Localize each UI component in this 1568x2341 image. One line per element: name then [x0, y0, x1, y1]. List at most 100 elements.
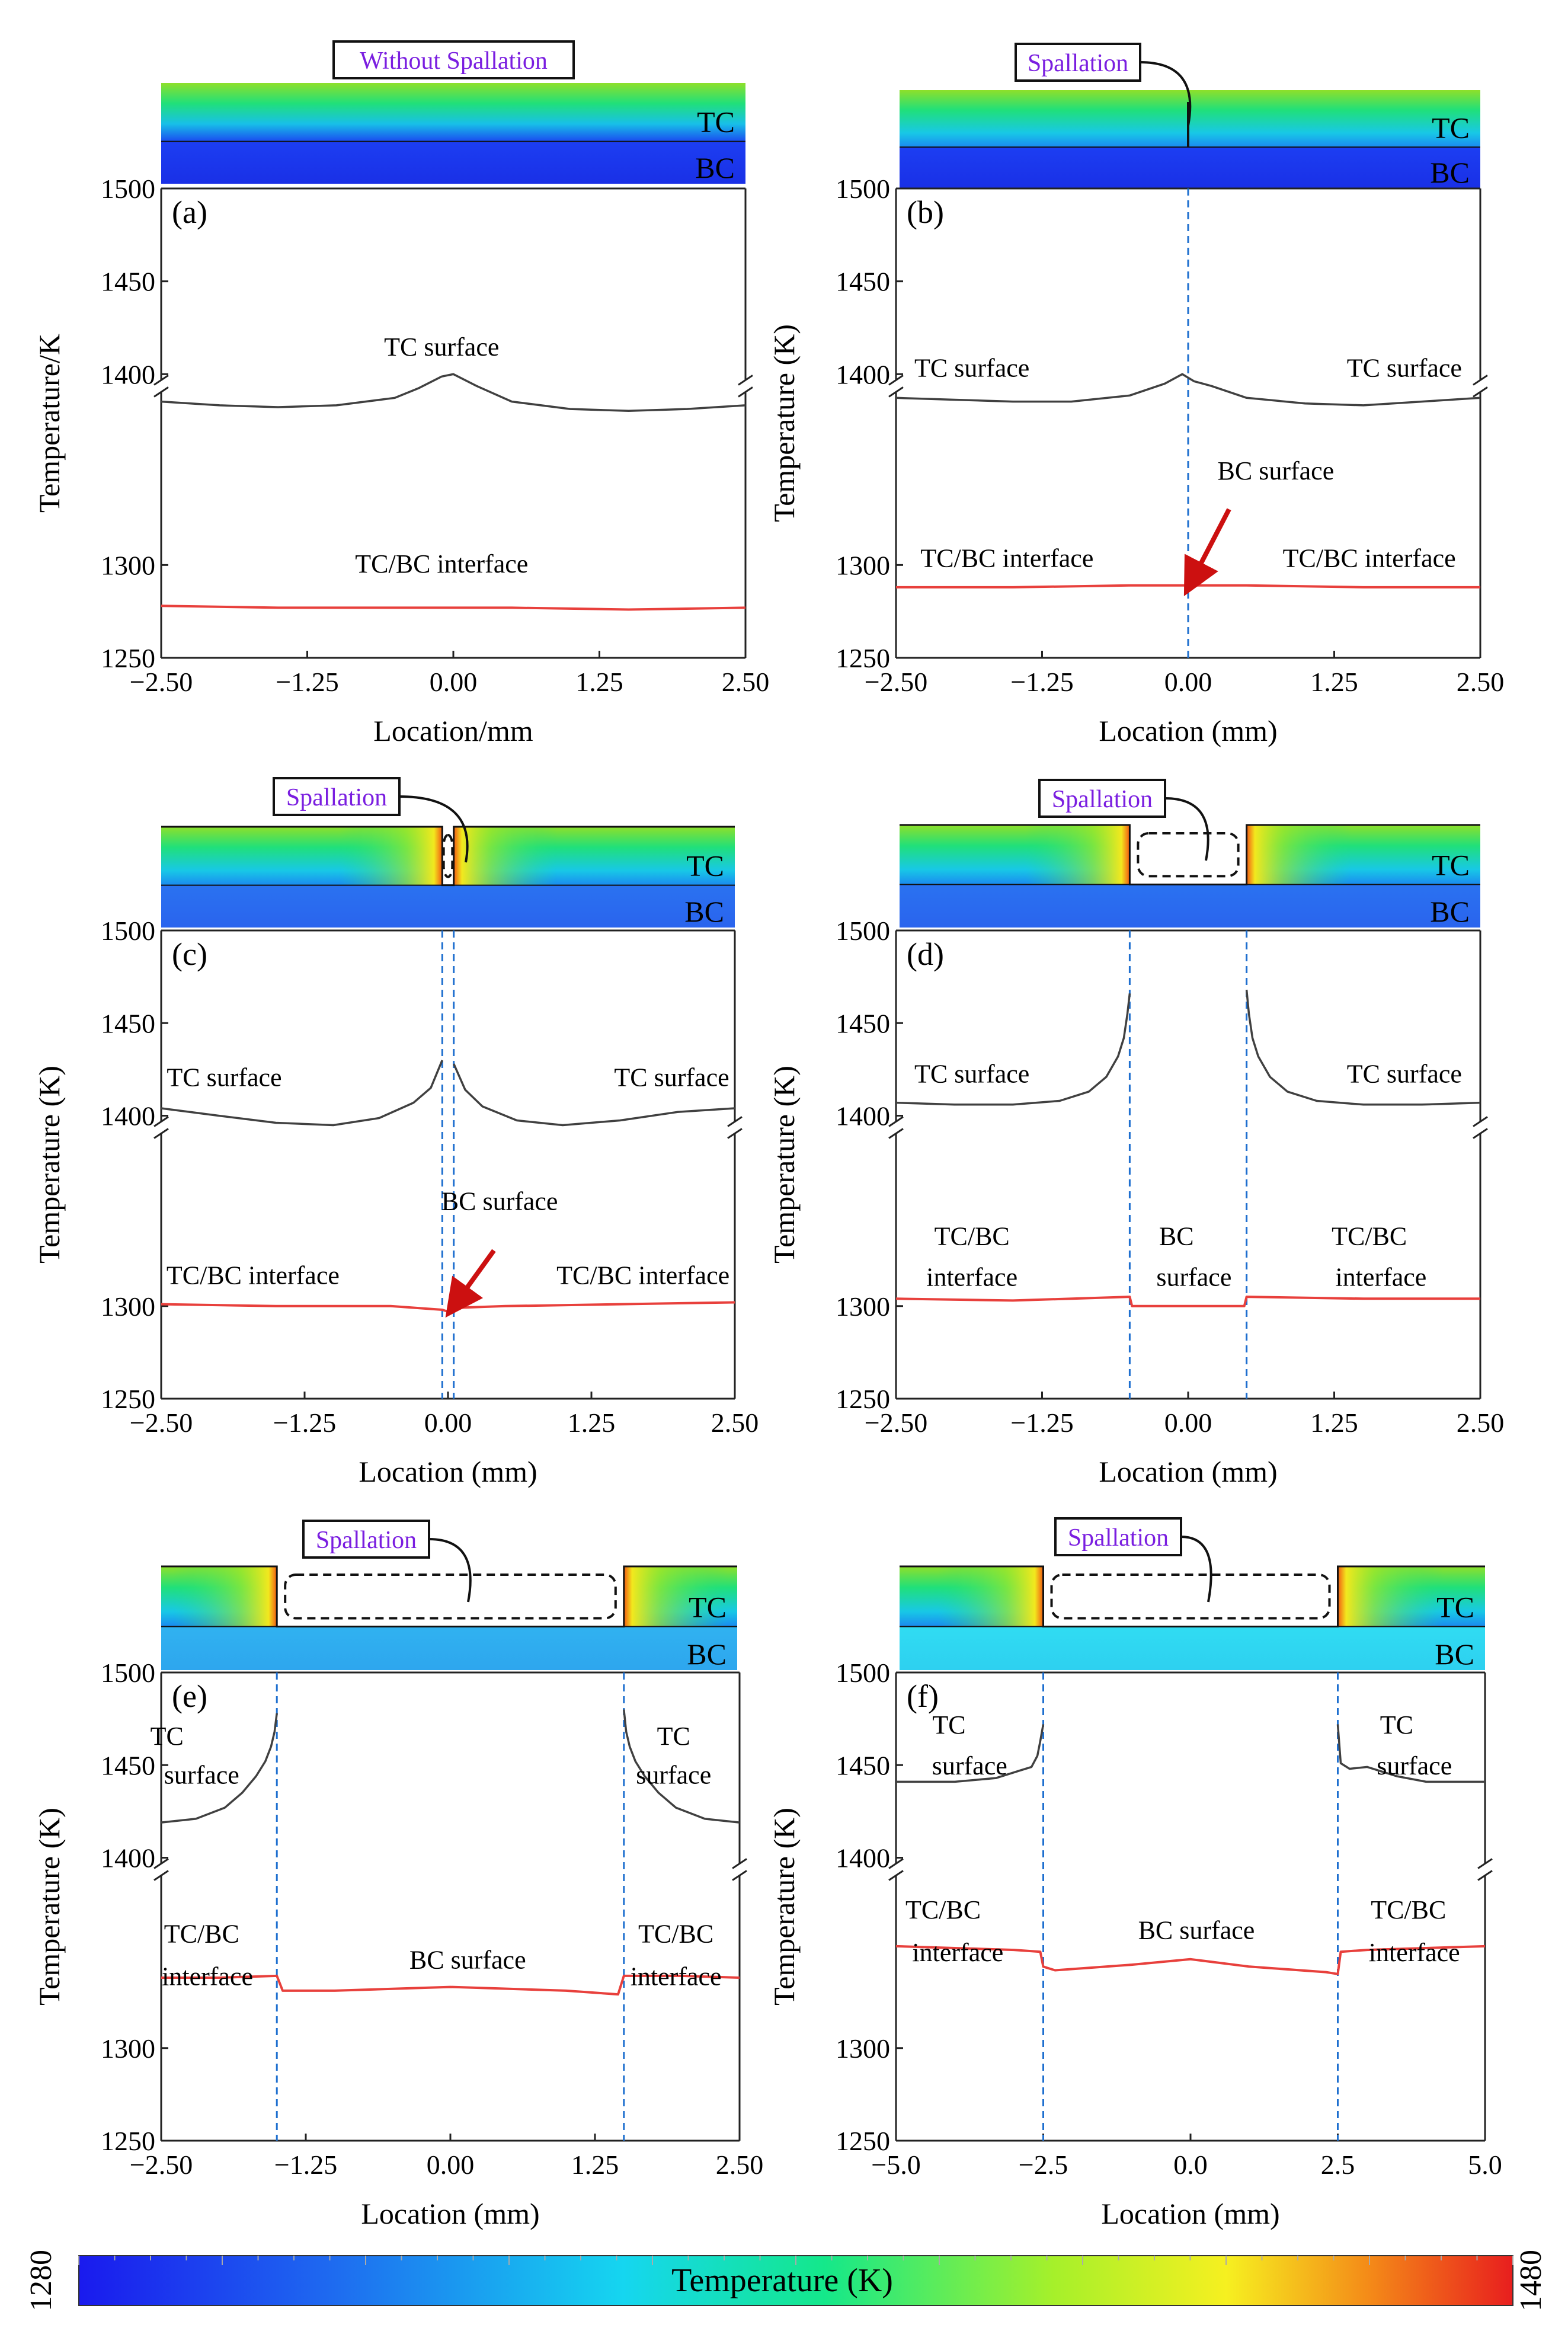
colorbar: Temperature (K) 1280 1480: [24, 2250, 1548, 2311]
axis-break-mark: [1473, 1116, 1488, 1127]
y-axis-label: Temperature/K: [33, 334, 66, 513]
annotation-label: interface: [912, 1938, 1003, 1967]
annotation-label: interface: [1369, 1938, 1460, 1967]
annotation-label: surface: [164, 1761, 239, 1790]
surface-temperature-line: [623, 1709, 740, 1824]
axis-break-mark: [1473, 1128, 1488, 1139]
annotation-label: TC surface: [167, 1063, 281, 1092]
y-tick-label: 1300: [101, 1291, 155, 1322]
tc-layer-label: TC: [686, 849, 724, 882]
colorbar-ticks: [78, 2256, 1513, 2265]
axis-break-mark: [732, 1858, 747, 1869]
y-tick-label: 1250: [101, 643, 155, 673]
inset-title-box: [1015, 43, 1141, 82]
callout-line: [1164, 797, 1209, 861]
bc-layer-label: BC: [695, 151, 735, 184]
axis-break-mark: [727, 1128, 743, 1139]
x-tick-label: 2.50: [722, 667, 770, 697]
annotation-label: TC: [932, 1710, 965, 1739]
y-axis-label: Temperature (K): [767, 324, 801, 522]
bc-layer: [161, 141, 745, 184]
hot-edge-left: [173, 1566, 277, 1627]
bc-layer: [161, 1626, 737, 1670]
coating-schematic: TC BC Without Spallation: [161, 40, 745, 184]
annotation-label: TC surface: [384, 332, 499, 362]
x-axis-label: Location (mm): [1101, 2197, 1279, 2230]
annotation-label: surface: [1156, 1262, 1231, 1291]
bc-layer: [900, 884, 1480, 928]
interface-temperature-line: [895, 1945, 1486, 1975]
coating-schematic: TC BC Spallation: [900, 779, 1480, 928]
chart-panel: TC BC Spallation 1250 1300 1400 1450 1500 −2.50 −…: [33, 1520, 764, 2230]
y-tick-label: 1250: [101, 1384, 155, 1414]
inset-title: Spallation: [316, 1527, 417, 1554]
bc-layer-label: BC: [1430, 895, 1470, 928]
colorbar-label: Temperature (K): [671, 2262, 893, 2299]
y-tick-label: 1500: [836, 916, 890, 946]
x-tick-label: −2.50: [130, 667, 193, 697]
tc-layer-label: TC: [1432, 111, 1470, 144]
axis-break-mark: [738, 386, 753, 398]
surface-temperature-line: [1245, 989, 1481, 1106]
axis-break-mark: [153, 1870, 169, 1881]
bc-layer-label: BC: [1430, 156, 1470, 189]
x-tick-label: 2.50: [711, 1408, 759, 1438]
y-tick-label: 1450: [836, 1750, 890, 1780]
x-axis-label: Location/mm: [373, 714, 533, 747]
tc-layer-label: TC: [1432, 848, 1470, 881]
colorbar-max-label: 1480: [1514, 2250, 1548, 2311]
y-axis-label: Temperature (K): [767, 1066, 801, 1264]
axis-break-mark: [153, 1116, 169, 1127]
y-tick-label: 1450: [101, 1750, 155, 1780]
annotation-label: TC/BC interface: [556, 1261, 729, 1290]
chart-panel: TC BC Spallation 1250 1300 1400 1450 1500 −2.50 −…: [767, 779, 1504, 1488]
y-tick-label: 1250: [836, 643, 890, 673]
chart-panel: TC BC Spallation 1250 1300 1400 1450 1500 −2.50 −…: [767, 43, 1504, 747]
x-tick-label: 0.00: [427, 2150, 475, 2180]
annotation-label: interface: [926, 1262, 1017, 1291]
bc-layer: [900, 147, 1480, 188]
surface-temperature-line: [453, 1063, 735, 1127]
y-tick-label: 1400: [101, 359, 155, 389]
tc-layer-label: TC: [697, 105, 735, 139]
axis-break-mark: [888, 386, 904, 398]
x-tick-label: 1.25: [568, 1408, 616, 1438]
callout-line: [1140, 61, 1192, 126]
annotation-label: BC surface: [441, 1187, 558, 1216]
y-axis-label: Temperature (K): [33, 1066, 66, 1264]
annotation-label: TC/BC: [935, 1222, 1010, 1251]
surface-temperature-line: [161, 1713, 278, 1824]
chart-panels: TC BC Without Spallation 1250 1300 1400 1450 15…: [33, 40, 1504, 2230]
axis-break-mark: [738, 375, 753, 386]
axis-break-mark: [153, 1858, 169, 1869]
annotation-label: TC/BC interface: [167, 1261, 340, 1290]
x-tick-label: 2.50: [716, 2150, 764, 2180]
annotation-label: TC surface: [914, 1059, 1029, 1088]
x-tick-label: 5.0: [1468, 2150, 1502, 2180]
panel-label: (e): [172, 1678, 207, 1714]
hot-edge-right: [1246, 825, 1351, 885]
x-axis-label: Location (mm): [359, 1455, 537, 1488]
x-tick-label: −5.0: [871, 2150, 920, 2180]
interface-temperature-line: [895, 1296, 1480, 1307]
tc-layer: [161, 83, 745, 142]
axis-break-mark: [727, 1116, 743, 1127]
spallation-gap: [1043, 1566, 1338, 1627]
spallation-region: [284, 1574, 617, 1620]
y-axis-label: Temperature (K): [33, 1808, 66, 2006]
hot-edge-left: [937, 1566, 1044, 1627]
spallation-region: [1050, 1574, 1331, 1620]
axis-break-mark: [888, 1128, 904, 1139]
callout-line: [399, 795, 469, 863]
annotation-label: TC surface: [614, 1063, 729, 1092]
surface-temperature-line: [161, 373, 746, 412]
interface-temperature-line: [161, 605, 746, 611]
axis-break-mark: [888, 1870, 904, 1881]
annotation-label: TC: [1380, 1710, 1413, 1739]
coating-schematic: TC BC Spallation: [161, 1520, 737, 1671]
annotation-label: TC/BC interface: [920, 543, 1093, 573]
x-tick-label: 0.0: [1173, 2150, 1208, 2180]
y-tick-label: 1300: [836, 2033, 890, 2064]
chart-panel: TC BC Spallation 1250 1300 1400 1450 1500 −5.0 −2…: [767, 1517, 1502, 2230]
annotation-label: BC surface: [409, 1945, 526, 1974]
